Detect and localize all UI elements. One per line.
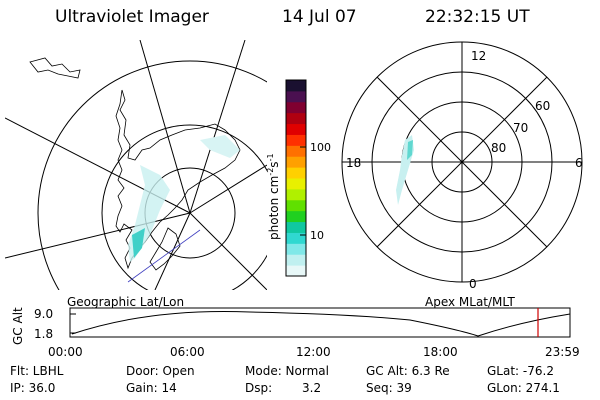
- timeline-xtick: 18:00: [423, 345, 458, 359]
- colorbar: [285, 79, 307, 277]
- altitude-timeline: [69, 307, 571, 338]
- timeline-frame: [69, 307, 571, 338]
- colorbar-band: [286, 232, 306, 244]
- mlt-label-12: 12: [471, 49, 486, 63]
- colorbar-frame: [285, 79, 307, 277]
- lat-circle-outer: [37, 60, 267, 290]
- colorbar-band: [286, 254, 306, 266]
- orbit-track: [127, 229, 201, 283]
- timeline-ytick-top: 9.0: [34, 307, 53, 321]
- mlt-label-18: 18: [346, 156, 361, 170]
- colorbar-band: [286, 134, 306, 146]
- lat-circle-mid: [101, 124, 267, 290]
- polar-plot: [341, 41, 583, 283]
- timeline-xtick: 06:00: [170, 345, 205, 359]
- coastline: [115, 89, 241, 270]
- timeline-xtick: 00:00: [48, 345, 83, 359]
- lat-label-80: 80: [491, 141, 506, 155]
- time-label: 22:32:15 UT: [425, 7, 530, 27]
- colorbar-band: [286, 145, 306, 157]
- ip-info: IP: 36.0: [10, 381, 56, 395]
- meridian-line: [139, 40, 191, 214]
- glon-info: GLon: 274.1: [487, 381, 560, 395]
- colorbar-band: [286, 178, 306, 190]
- colorbar-band: [286, 188, 306, 201]
- meridian-line: [154, 212, 191, 290]
- colorbar-band: [286, 112, 306, 125]
- colorbar-band: [286, 265, 306, 277]
- gc-alt-info: GC Alt: 6.3 Re: [366, 364, 450, 378]
- aurora-emission: [200, 135, 240, 158]
- colorbar-band: [286, 123, 306, 135]
- meridian-line: [189, 40, 246, 214]
- gain-info: Gain: 14: [126, 381, 177, 395]
- colorbar-band: [286, 90, 306, 103]
- mlt-label-6: 6: [575, 156, 583, 170]
- timeline-xtick: 23:59: [545, 345, 580, 359]
- dsp-info-value: 3.2: [302, 381, 322, 395]
- filter-info: Flt: LBHL: [10, 364, 64, 378]
- dsp-info-label: Dsp:: [245, 381, 273, 395]
- timeline-ytick-bottom: 1.8: [34, 327, 53, 341]
- right-panel-label: Apex MLat/MLT: [425, 295, 515, 309]
- timeline-xtick: 12:00: [296, 345, 331, 359]
- colorbar-band: [286, 156, 306, 168]
- aurora-emission-polar-bright: [407, 140, 413, 160]
- meridian-line: [189, 212, 267, 290]
- coastline: [29, 57, 81, 79]
- glat-info: GLat: -76.2: [487, 364, 554, 378]
- date-label: 14 Jul 07: [282, 7, 357, 27]
- timeline-ylabel: GC Alt: [11, 307, 25, 345]
- polar-axis-diagonal: [376, 76, 548, 248]
- colorbar-band: [286, 243, 306, 255]
- aurora-emission-bright: [132, 228, 145, 258]
- colorbar-band: [286, 101, 306, 114]
- colorbar-band: [286, 167, 306, 179]
- door-info: Door: Open: [126, 364, 195, 378]
- lat-label-70: 70: [513, 121, 528, 135]
- instrument-title: Ultraviolet Imager: [55, 7, 209, 27]
- colorbar-tick-label-100: 100: [310, 141, 331, 154]
- altitude-curve: [71, 310, 571, 337]
- lat-label-60: 60: [535, 99, 550, 113]
- geographic-map: [5, 40, 267, 290]
- left-panel-label: Geographic Lat/Lon: [67, 295, 185, 309]
- colorbar-band: [286, 80, 306, 92]
- meridian-line: [189, 164, 267, 214]
- colorbar-tick-label-10: 10: [310, 229, 324, 242]
- colorbar-band: [286, 199, 306, 212]
- colorbar-band: [286, 210, 306, 223]
- meridian-line: [5, 212, 191, 259]
- colorbar-band: [286, 221, 306, 233]
- coastline: [149, 227, 181, 271]
- mlt-label-0: 0: [469, 277, 477, 291]
- colorbar-unit-label: photon cm-2s-1: [266, 153, 281, 240]
- seq-info: Seq: 39: [366, 381, 412, 395]
- mode-info: Mode: Normal: [245, 364, 329, 378]
